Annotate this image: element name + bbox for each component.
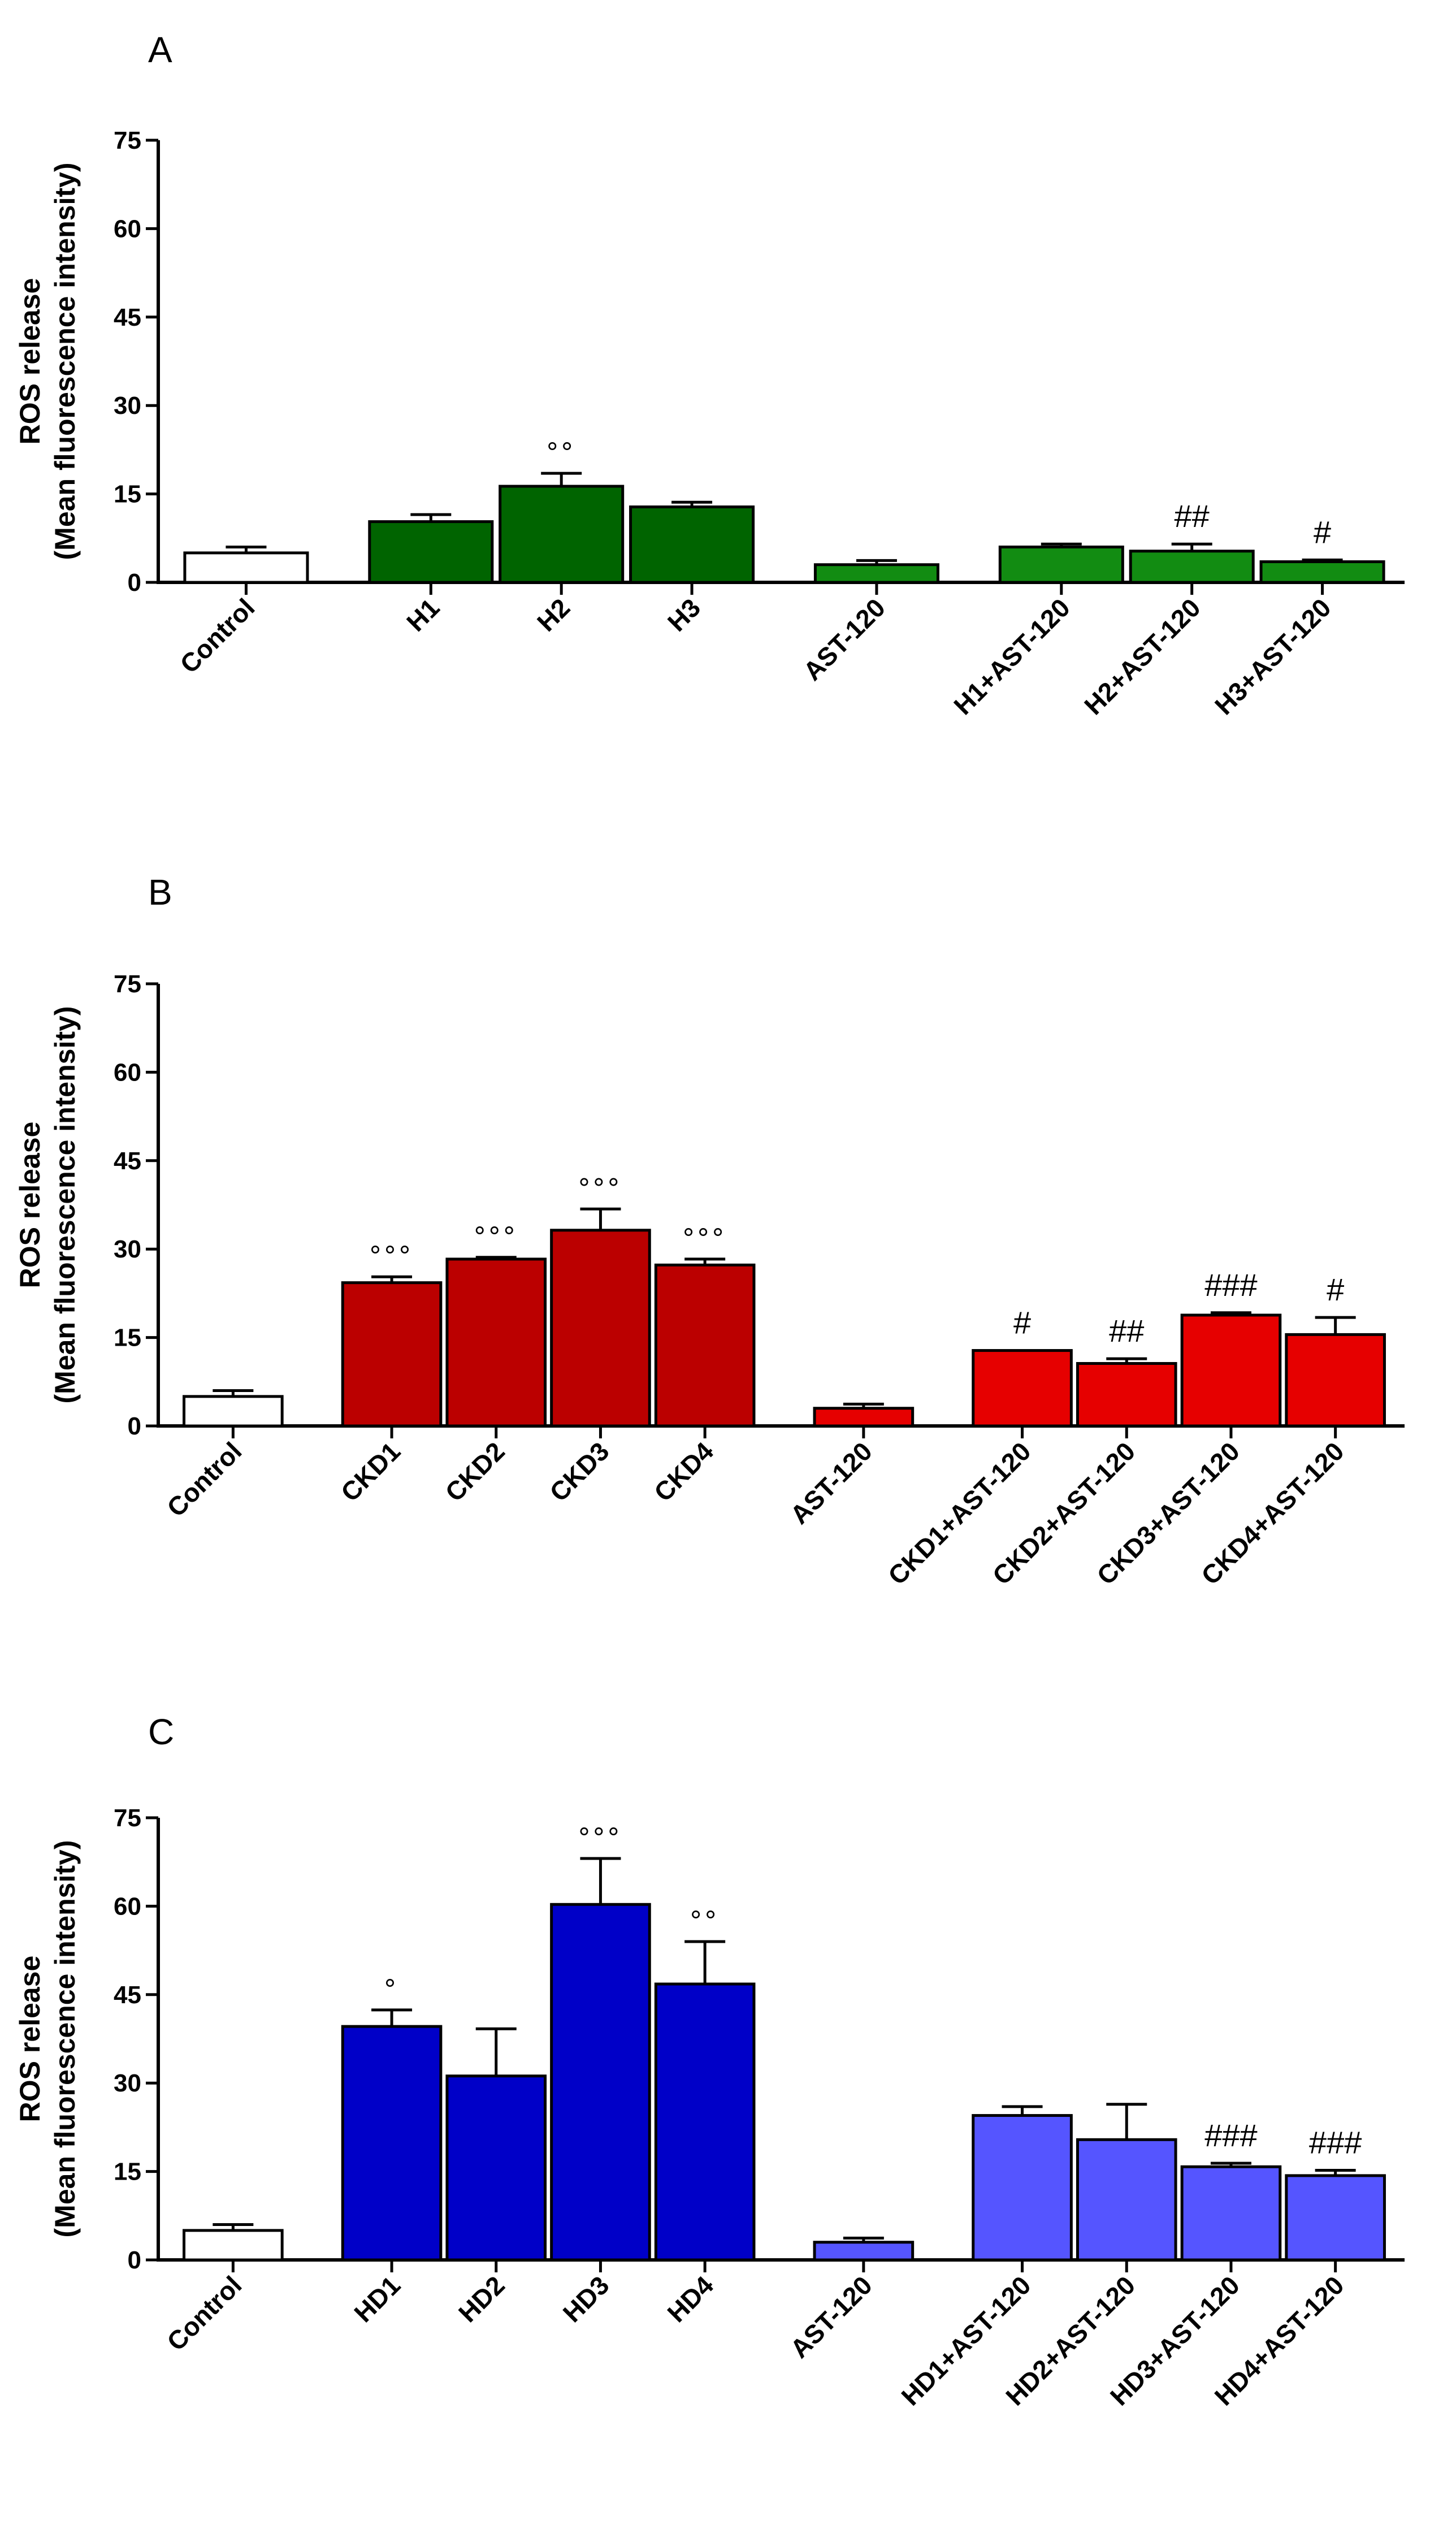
bar bbox=[550, 1903, 651, 2262]
panel-letter: A bbox=[148, 29, 172, 70]
y-tick-label: 45 bbox=[114, 1147, 141, 1175]
y-axis-label-line: ROS release bbox=[14, 1122, 46, 1289]
significance-annotation: °°° bbox=[370, 1240, 414, 1272]
y-tick-label: 0 bbox=[128, 569, 141, 596]
significance-annotation: ## bbox=[1109, 1313, 1144, 1348]
y-tick-label: 60 bbox=[114, 1892, 141, 1920]
y-axis-label: ROS release (Mean fluorescence intensity) bbox=[14, 1006, 81, 1404]
y-axis-label-line: ROS release bbox=[14, 1956, 46, 2123]
y-tick-label: 60 bbox=[114, 215, 141, 243]
y-axis-label-line: ROS release bbox=[14, 278, 46, 445]
bar bbox=[445, 1257, 547, 1428]
bar bbox=[1285, 1333, 1386, 1428]
significance-annotation: ### bbox=[1204, 2117, 1257, 2153]
y-tick-label: 60 bbox=[114, 1058, 141, 1086]
bar bbox=[1180, 1313, 1282, 1428]
panel-letter: B bbox=[148, 872, 172, 913]
category-label: H2+AST-120 bbox=[1078, 593, 1206, 720]
category-label: H3 bbox=[662, 593, 706, 637]
category-label: H2 bbox=[531, 593, 575, 637]
y-tick-label: 0 bbox=[128, 2246, 141, 2274]
bar bbox=[341, 2025, 443, 2262]
y-tick-label: 15 bbox=[114, 2158, 141, 2186]
significance-annotation: °° bbox=[690, 1905, 720, 1937]
bar bbox=[550, 1229, 651, 1428]
category-label: H1+AST-120 bbox=[948, 593, 1076, 720]
bar bbox=[183, 1395, 284, 1428]
significance-annotation: # bbox=[1327, 1272, 1344, 1307]
chart-panel-a: A ROS release (Mean fluorescence intensity… bbox=[14, 29, 1405, 720]
bar bbox=[1259, 560, 1385, 584]
bar bbox=[972, 1349, 1073, 1428]
significance-annotation: # bbox=[1013, 1305, 1031, 1341]
bar bbox=[499, 485, 625, 584]
bar bbox=[1076, 1361, 1177, 1428]
bar bbox=[183, 2229, 284, 2262]
bar bbox=[972, 2114, 1073, 2262]
category-label: HD1 bbox=[348, 2270, 406, 2328]
significance-annotation: # bbox=[1314, 514, 1331, 550]
y-axis-label-line: (Mean fluorescence intensity) bbox=[49, 163, 81, 560]
category-label: HD3 bbox=[557, 2270, 615, 2328]
category-label: AST-120 bbox=[798, 593, 891, 686]
significance-annotation: °°° bbox=[474, 1221, 518, 1252]
significance-annotation: ° bbox=[384, 1973, 399, 2005]
y-tick-label: 30 bbox=[114, 1235, 141, 1263]
chart-panel-c: C ROS release (Mean fluorescence intensity… bbox=[14, 1711, 1405, 2411]
category-label: AST-120 bbox=[785, 2270, 878, 2363]
significance-annotation: ## bbox=[1175, 498, 1210, 534]
bar bbox=[1285, 2174, 1386, 2262]
y-tick-label: 75 bbox=[114, 127, 141, 154]
bar bbox=[1180, 2165, 1282, 2262]
category-label: Control bbox=[174, 593, 260, 678]
significance-annotation: °°° bbox=[578, 1822, 622, 1853]
significance-annotation: °°° bbox=[578, 1172, 622, 1204]
significance-annotation: ### bbox=[1204, 1267, 1257, 1303]
bar bbox=[341, 1281, 443, 1428]
bar bbox=[654, 1982, 756, 2262]
chart-panel-b: B ROS release (Mean fluorescence intensity… bbox=[14, 872, 1405, 1590]
bar bbox=[813, 563, 939, 584]
bar bbox=[629, 505, 755, 584]
y-tick-label: 0 bbox=[128, 1412, 141, 1440]
category-label: HD2 bbox=[453, 2270, 510, 2328]
bar bbox=[1076, 2138, 1177, 2262]
y-tick-label: 30 bbox=[114, 392, 141, 420]
y-tick-label: 75 bbox=[114, 1804, 141, 1832]
category-label: CKD1 bbox=[335, 1436, 406, 1507]
category-label: H1 bbox=[401, 593, 445, 637]
bar bbox=[813, 2241, 915, 2262]
y-axis-label: ROS release (Mean fluorescence intensity) bbox=[14, 1840, 81, 2238]
category-label: Control bbox=[161, 1436, 247, 1522]
y-tick-label: 30 bbox=[114, 2069, 141, 2097]
bar bbox=[445, 2074, 547, 2262]
panel-letter: C bbox=[148, 1711, 174, 1752]
y-tick-label: 45 bbox=[114, 1981, 141, 2009]
y-tick-label: 15 bbox=[114, 481, 141, 508]
bar bbox=[183, 551, 309, 584]
y-axis-label-line: (Mean fluorescence intensity) bbox=[49, 1840, 81, 2238]
category-label: CKD4 bbox=[648, 1436, 720, 1507]
category-label: H3+AST-120 bbox=[1209, 593, 1337, 720]
y-tick-label: 15 bbox=[114, 1324, 141, 1352]
bar bbox=[654, 1263, 756, 1428]
y-axis-label-line: (Mean fluorescence intensity) bbox=[49, 1006, 81, 1404]
significance-annotation: °° bbox=[547, 436, 576, 468]
category-label: Control bbox=[161, 2270, 247, 2356]
category-label: CKD2 bbox=[439, 1436, 510, 1507]
significance-annotation: °°° bbox=[683, 1222, 727, 1254]
bar bbox=[813, 1407, 915, 1428]
bar bbox=[998, 545, 1124, 584]
category-label: AST-120 bbox=[785, 1436, 878, 1529]
y-axis-label: ROS release (Mean fluorescence intensity) bbox=[14, 163, 81, 560]
category-label: CKD3 bbox=[544, 1436, 614, 1507]
bar bbox=[1129, 550, 1255, 584]
category-label: HD4 bbox=[661, 2270, 719, 2328]
y-tick-label: 75 bbox=[114, 970, 141, 998]
bar bbox=[368, 520, 494, 584]
y-tick-label: 45 bbox=[114, 304, 141, 331]
significance-annotation: ### bbox=[1309, 2125, 1362, 2160]
